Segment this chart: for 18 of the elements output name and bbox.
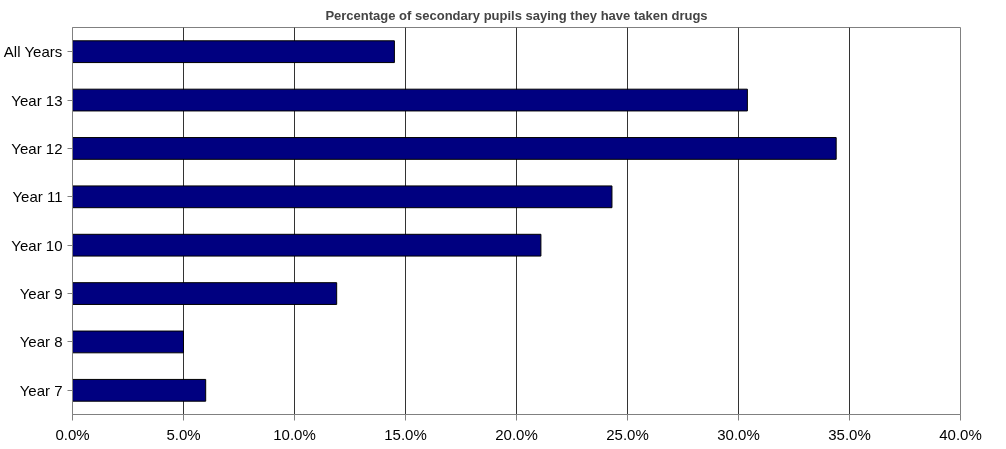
x-tick-label: 0.0%	[55, 425, 90, 443]
chart-title: Percentage of secondary pupils saying they have taken drugs	[325, 7, 708, 23]
x-tick-label: 35.0%	[828, 425, 871, 443]
y-tick-label: All Years	[3, 43, 63, 61]
y-tick-label: Year 11	[12, 188, 63, 206]
x-tick-label: 10.0%	[273, 425, 316, 443]
x-tick-label: 40.0%	[939, 425, 982, 443]
x-tick-label: 15.0%	[384, 425, 427, 443]
y-tick-label: Year 12	[11, 139, 63, 157]
y-tick-label: Year 10	[11, 236, 63, 254]
x-tick-label: 30.0%	[717, 425, 760, 443]
x-tick-label: 20.0%	[495, 425, 538, 443]
x-tick-label: 25.0%	[606, 425, 649, 443]
y-tick-label: Year 8	[19, 333, 63, 351]
x-tick-label: 5.0%	[166, 425, 201, 443]
y-tick-label: Year 13	[11, 91, 63, 109]
y-tick-label: Year 7	[19, 381, 63, 399]
y-tick-label: Year 9	[19, 285, 63, 303]
